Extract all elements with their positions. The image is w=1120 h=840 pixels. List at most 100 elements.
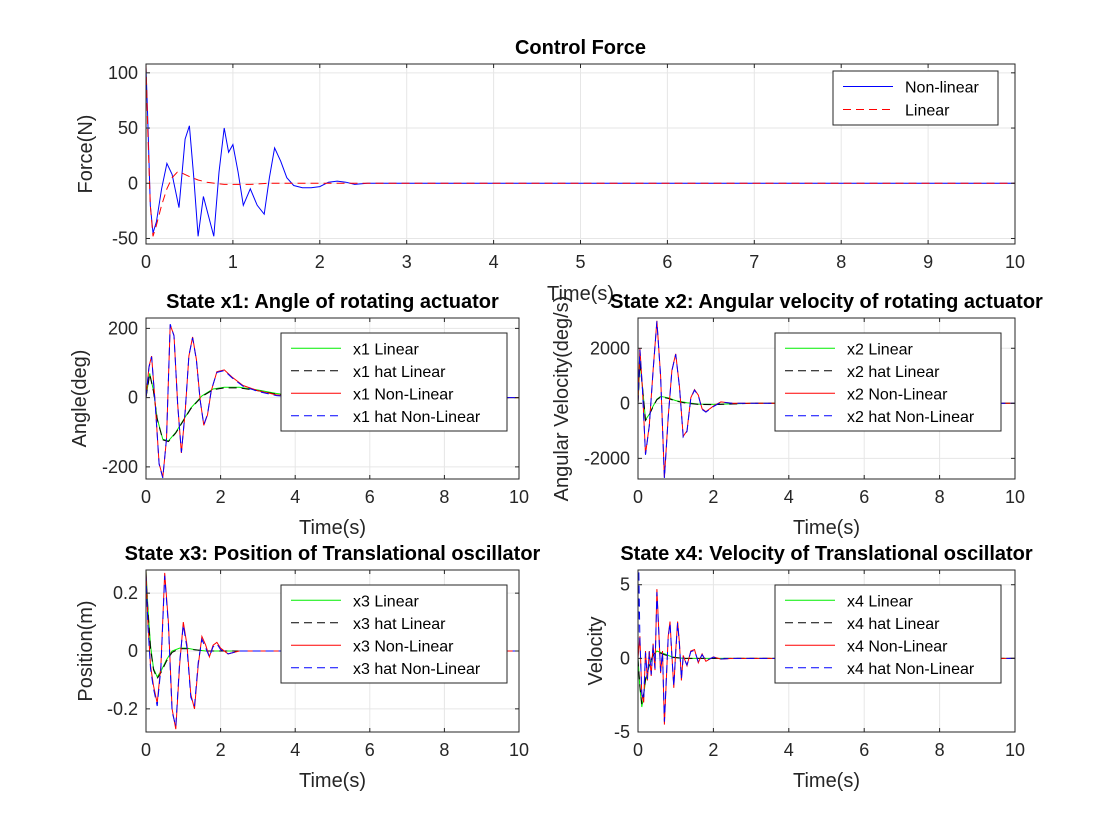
legend-box xyxy=(280,584,508,684)
legend-label: Linear xyxy=(905,103,950,120)
legend-label: x4 Linear xyxy=(847,593,913,610)
y-tick-label: -0.2 xyxy=(107,699,138,719)
x-tick-label: 2 xyxy=(216,740,226,760)
legend-box xyxy=(280,332,508,432)
axes-box xyxy=(145,317,520,480)
x-tick-label: 8 xyxy=(935,487,945,507)
x-tick-label: 0 xyxy=(141,252,151,272)
y-axis-label: Position(m) xyxy=(75,600,97,701)
series-group xyxy=(146,570,519,730)
legend-label: x2 hat Linear xyxy=(847,364,940,381)
y-tick-label: 0 xyxy=(620,393,630,413)
axes-box xyxy=(637,569,1016,733)
x-axis-label: Time(s) xyxy=(299,770,366,792)
x-tick-label: 9 xyxy=(923,252,933,272)
series-line-x1-hat-non-linear xyxy=(146,324,519,479)
x-tick-label: 6 xyxy=(859,487,869,507)
x-tick-label: 8 xyxy=(439,740,449,760)
series-group xyxy=(638,320,1015,479)
legend: x4 Linear x4 hat Linear x4 Non-Linear x4 ha… xyxy=(774,584,1002,684)
legend-box xyxy=(832,70,999,126)
x-tick-label: 0 xyxy=(633,740,643,760)
x-tick-label: 4 xyxy=(290,740,300,760)
series-line-x3-hat-non-linear xyxy=(146,572,519,727)
y-tick-label: 200 xyxy=(108,318,138,338)
y-tick-label: 0 xyxy=(620,648,630,668)
legend-label: x4 Non-Linear xyxy=(847,638,948,655)
y-tick-label: 0 xyxy=(128,641,138,661)
legend-label: x4 hat Non-Linear xyxy=(847,661,975,678)
legend-label: x2 Linear xyxy=(847,341,913,358)
plot-title: State x2: Angular velocity of rotating a… xyxy=(610,291,1043,313)
legend-label: x1 Non-Linear xyxy=(353,386,454,403)
x-tick-label: 4 xyxy=(784,740,794,760)
y-tick-label: 0 xyxy=(128,173,138,193)
series-line-x4-hat-non-linear xyxy=(638,570,1015,722)
legend-label: x3 Non-Linear xyxy=(353,638,454,655)
x-axis-label: Time(s) xyxy=(793,770,860,792)
x-tick-label: 2 xyxy=(216,487,226,507)
subplot-4: 0 2 4 6 8 10 -0.2 0 0.2 State x3: Position of Tra… xyxy=(75,543,541,792)
x-tick-label: 10 xyxy=(1005,252,1025,272)
legend-box xyxy=(774,584,1002,684)
series-group xyxy=(638,570,1015,725)
x-tick-label: 3 xyxy=(402,252,412,272)
legend-label: x2 hat Non-Linear xyxy=(847,409,975,426)
series-group xyxy=(146,64,1015,237)
y-tick-label: -5 xyxy=(614,722,630,742)
x-axis-label: Time(s) xyxy=(547,283,614,305)
plot-title: State x3: Position of Translational osci… xyxy=(125,543,541,565)
x-tick-label: 10 xyxy=(509,740,529,760)
legend-label: Non-linear xyxy=(905,80,979,97)
x-axis-label: Time(s) xyxy=(793,517,860,539)
x-tick-label: 10 xyxy=(1005,487,1025,507)
y-tick-label: -50 xyxy=(112,228,138,248)
legend-box xyxy=(774,332,1002,432)
x-tick-label: 10 xyxy=(1005,740,1025,760)
legend: x1 Linear x1 hat Linear x1 Non-Linear x1 ha… xyxy=(280,332,508,432)
x-tick-label: 4 xyxy=(489,252,499,272)
y-axis-label: Force(N) xyxy=(75,115,97,194)
legend-label: x3 hat Linear xyxy=(353,616,446,633)
legend: Non-linear Linear xyxy=(832,70,999,126)
x-tick-label: 0 xyxy=(141,740,151,760)
y-tick-label: 0.2 xyxy=(113,583,138,603)
series-line-x2-hat-non-linear xyxy=(638,321,1015,479)
x-tick-label: 7 xyxy=(749,252,759,272)
plot-title: State x4: Velocity of Translational osci… xyxy=(620,543,1033,565)
x-tick-label: 2 xyxy=(315,252,325,272)
y-tick-label: 50 xyxy=(118,118,138,138)
legend-label: x1 Linear xyxy=(353,341,419,358)
y-axis-label: Angle(deg) xyxy=(69,350,91,448)
x-tick-label: 4 xyxy=(290,487,300,507)
y-axis-label: Velocity xyxy=(585,617,607,686)
y-tick-label: 0 xyxy=(128,388,138,408)
legend: x3 Linear x3 hat Linear x3 Non-Linear x3 ha… xyxy=(280,584,508,684)
legend-label: x3 hat Non-Linear xyxy=(353,661,481,678)
legend-label: x1 hat Linear xyxy=(353,364,446,381)
y-axis-label: Angular Velocity(deg/s) xyxy=(551,296,573,502)
y-tick-label: -200 xyxy=(102,457,138,477)
x-tick-label: 10 xyxy=(509,487,529,507)
x-tick-label: 2 xyxy=(708,740,718,760)
x-tick-label: 0 xyxy=(633,487,643,507)
x-tick-label: 6 xyxy=(365,740,375,760)
plot-title: State x1: Angle of rotating actuator xyxy=(166,291,499,313)
y-tick-label: -2000 xyxy=(584,448,630,468)
x-tick-label: 6 xyxy=(662,252,672,272)
x-tick-label: 5 xyxy=(575,252,585,272)
x-tick-label: 4 xyxy=(784,487,794,507)
x-tick-label: 6 xyxy=(365,487,375,507)
legend-label: x2 Non-Linear xyxy=(847,386,948,403)
series-line-non-linear xyxy=(146,67,1015,237)
x-tick-label: 8 xyxy=(439,487,449,507)
x-tick-label: 8 xyxy=(935,740,945,760)
x-tick-label: 2 xyxy=(708,487,718,507)
y-tick-label: 100 xyxy=(108,63,138,83)
legend-label: x3 Linear xyxy=(353,593,419,610)
x-axis-label: Time(s) xyxy=(299,517,366,539)
